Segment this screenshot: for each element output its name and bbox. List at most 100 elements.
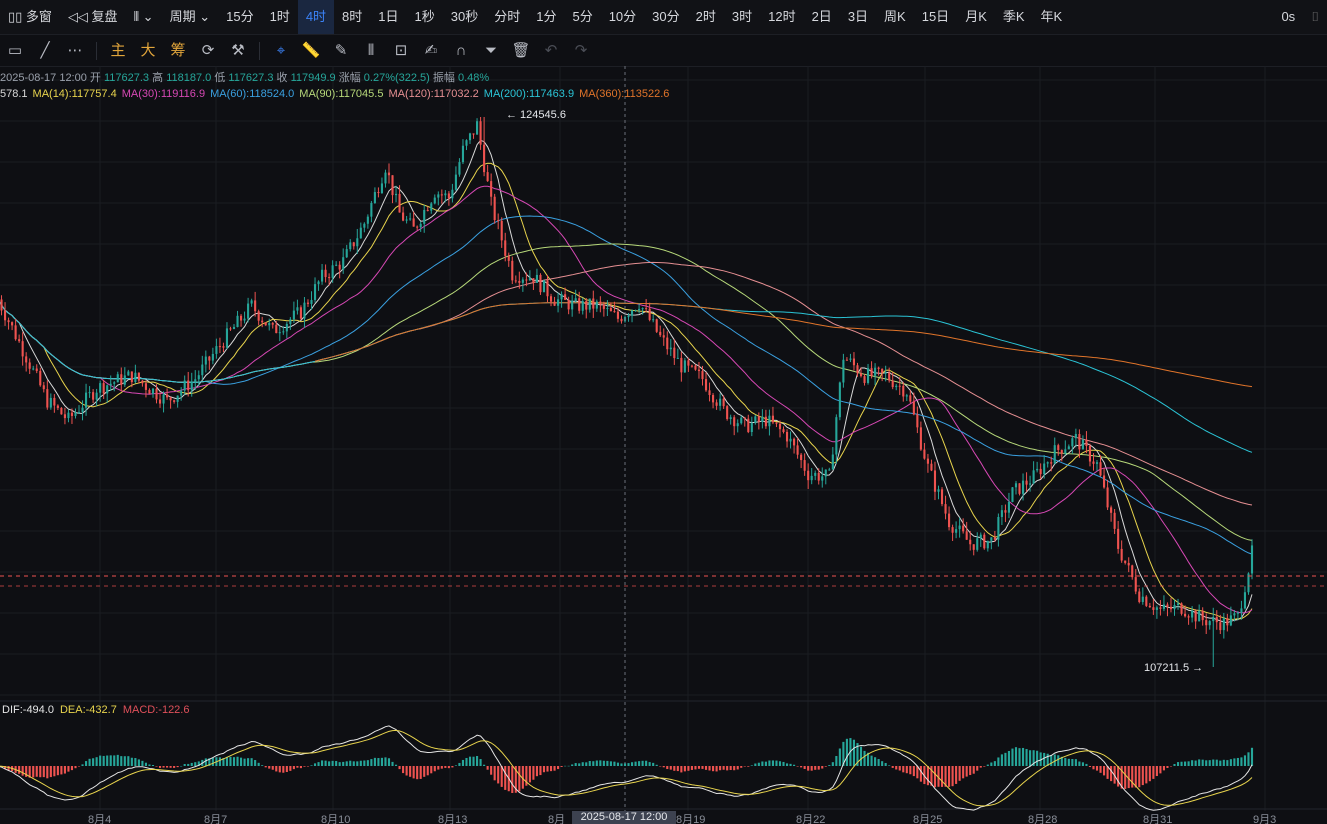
macd-bar bbox=[169, 766, 172, 768]
interval-4[interactable]: 1日 bbox=[378, 9, 399, 24]
interval-20[interactable]: 季K bbox=[1002, 9, 1025, 24]
interval-6[interactable]: 30秒 bbox=[450, 9, 479, 24]
candle-body bbox=[313, 284, 317, 300]
macd-bar bbox=[969, 766, 972, 776]
restore-rights-button[interactable]: ◁◁ 复盘 bbox=[60, 0, 126, 34]
interval-13[interactable]: 3时 bbox=[731, 9, 753, 24]
trash-icon[interactable]: 🗑 bbox=[511, 41, 531, 59]
interval-14[interactable]: 12时 bbox=[768, 9, 796, 24]
candle-body bbox=[888, 372, 891, 381]
amp-label: 振幅 bbox=[432, 72, 455, 84]
candle-body bbox=[204, 356, 207, 365]
cursor-icon[interactable]: ⌖ bbox=[276, 41, 286, 59]
more-icon[interactable]: ⋯ bbox=[67, 41, 83, 59]
macd-bar bbox=[884, 762, 887, 766]
candles-icon[interactable]: ⫴ bbox=[367, 41, 375, 59]
indicator-main-button[interactable]: 主 bbox=[110, 41, 126, 59]
interval-21[interactable]: 年K bbox=[1040, 9, 1063, 24]
interval-19[interactable]: 月K bbox=[965, 9, 987, 24]
multi-window-button[interactable]: ▯▯ 多窗 bbox=[0, 0, 60, 34]
interval-0[interactable]: 15分 bbox=[226, 9, 254, 24]
drawing-toolbar: ▭ ╱ ⋯ 主 大 筹 ⟳ ⚒ ⌖ 📏 ✎ ⫴ ⊡ ✍ ∩ ⏷ 🗑 ↶ ↷ bbox=[0, 35, 1327, 67]
indicator-big-button[interactable]: 大 bbox=[140, 41, 156, 59]
note-icon[interactable]: ✍ bbox=[424, 41, 438, 59]
interval-1[interactable]: 1时 bbox=[269, 9, 290, 24]
candle-body bbox=[1145, 596, 1148, 606]
macd-bar bbox=[842, 741, 845, 766]
dea-line bbox=[0, 729, 1253, 807]
candle-body bbox=[1036, 468, 1039, 471]
interval-9[interactable]: 5分 bbox=[572, 9, 593, 24]
candle-body bbox=[997, 516, 1000, 540]
macd-bar bbox=[891, 766, 894, 768]
pen-icon[interactable]: ✎ bbox=[334, 41, 348, 59]
undo-icon[interactable]: ↶ bbox=[544, 41, 558, 59]
camera-icon[interactable]: ⌷ bbox=[1311, 9, 1319, 24]
candle-body bbox=[630, 310, 634, 316]
candle-body bbox=[680, 357, 683, 373]
candle-body bbox=[1014, 483, 1018, 488]
macd-bar bbox=[113, 755, 116, 766]
macd-bar bbox=[1198, 759, 1201, 766]
redo-icon[interactable]: ↷ bbox=[574, 41, 588, 59]
macd-bar bbox=[719, 766, 722, 771]
candle-body bbox=[845, 359, 848, 361]
interval-17[interactable]: 周K bbox=[884, 9, 906, 24]
candle-body bbox=[712, 395, 715, 403]
chart-type-button[interactable]: ⫴ ⌄ bbox=[126, 0, 162, 34]
interval-3[interactable]: 8时 bbox=[342, 9, 363, 24]
macd-bar bbox=[194, 762, 197, 766]
interval-8[interactable]: 1分 bbox=[536, 9, 557, 24]
macd-bar bbox=[352, 761, 355, 766]
interval-2[interactable]: 4时 bbox=[297, 0, 335, 34]
candle-body bbox=[1166, 604, 1169, 607]
macd-bar bbox=[986, 764, 989, 766]
lock-icon[interactable]: ⊡ bbox=[394, 41, 408, 59]
interval-16[interactable]: 3日 bbox=[847, 9, 869, 24]
candle-body bbox=[475, 121, 479, 135]
macd-bar bbox=[1074, 759, 1077, 766]
interval-11[interactable]: 30分 bbox=[652, 9, 680, 24]
macd-bar bbox=[21, 766, 24, 776]
macd-bar bbox=[328, 761, 331, 766]
interval-7[interactable]: 分时 bbox=[494, 9, 521, 24]
refresh-icon[interactable]: ⟳ bbox=[201, 41, 215, 59]
candle-body bbox=[986, 540, 989, 549]
candle-body bbox=[1018, 483, 1021, 494]
macd-bar bbox=[588, 760, 591, 766]
macd-bar bbox=[1236, 757, 1239, 766]
period-button[interactable]: 周期 ⌄ bbox=[162, 0, 219, 34]
macd-bar bbox=[962, 766, 965, 779]
interval-18[interactable]: 15日 bbox=[921, 9, 950, 24]
candle-body bbox=[137, 372, 140, 381]
price-chart[interactable]: ← 124545.6 107211.5 → 8月4 8月7 8月10 8月13 8月 8月19… bbox=[0, 66, 1327, 824]
ruler-icon[interactable]: 📏 bbox=[301, 41, 321, 59]
rectangle-icon[interactable]: ▭ bbox=[7, 41, 23, 59]
macd-bar bbox=[902, 766, 905, 773]
macd-bar bbox=[726, 766, 729, 771]
magnet-icon[interactable]: ∩ bbox=[455, 41, 467, 59]
candle-body bbox=[912, 401, 915, 415]
macd-bar bbox=[1247, 752, 1250, 766]
indicator-chips-button[interactable]: 筹 bbox=[170, 41, 186, 59]
macd-bar bbox=[771, 760, 775, 766]
macd-bar bbox=[733, 766, 736, 771]
macd-bar bbox=[67, 766, 70, 772]
macd_legend-item: DEA:-432.7 bbox=[59, 704, 117, 716]
macd-bar bbox=[423, 766, 426, 777]
filter-icon[interactable]: ⏷ bbox=[484, 41, 497, 59]
macd-bar bbox=[261, 765, 264, 766]
candle-body bbox=[870, 368, 873, 376]
line-tool-icon[interactable]: ╱ bbox=[40, 41, 50, 59]
macd-bar bbox=[983, 766, 986, 767]
macd-bar bbox=[595, 760, 598, 766]
interval-10[interactable]: 10分 bbox=[608, 9, 637, 24]
candle-body bbox=[930, 463, 933, 471]
interval-12[interactable]: 2时 bbox=[695, 9, 716, 24]
magic-icon[interactable]: ⚒ bbox=[231, 41, 245, 59]
macd-bar bbox=[1162, 766, 1165, 771]
interval-15[interactable]: 2日 bbox=[811, 9, 832, 24]
macd-bar bbox=[366, 760, 369, 766]
interval-5[interactable]: 1秒 bbox=[414, 9, 435, 24]
candle-body bbox=[1025, 480, 1028, 485]
